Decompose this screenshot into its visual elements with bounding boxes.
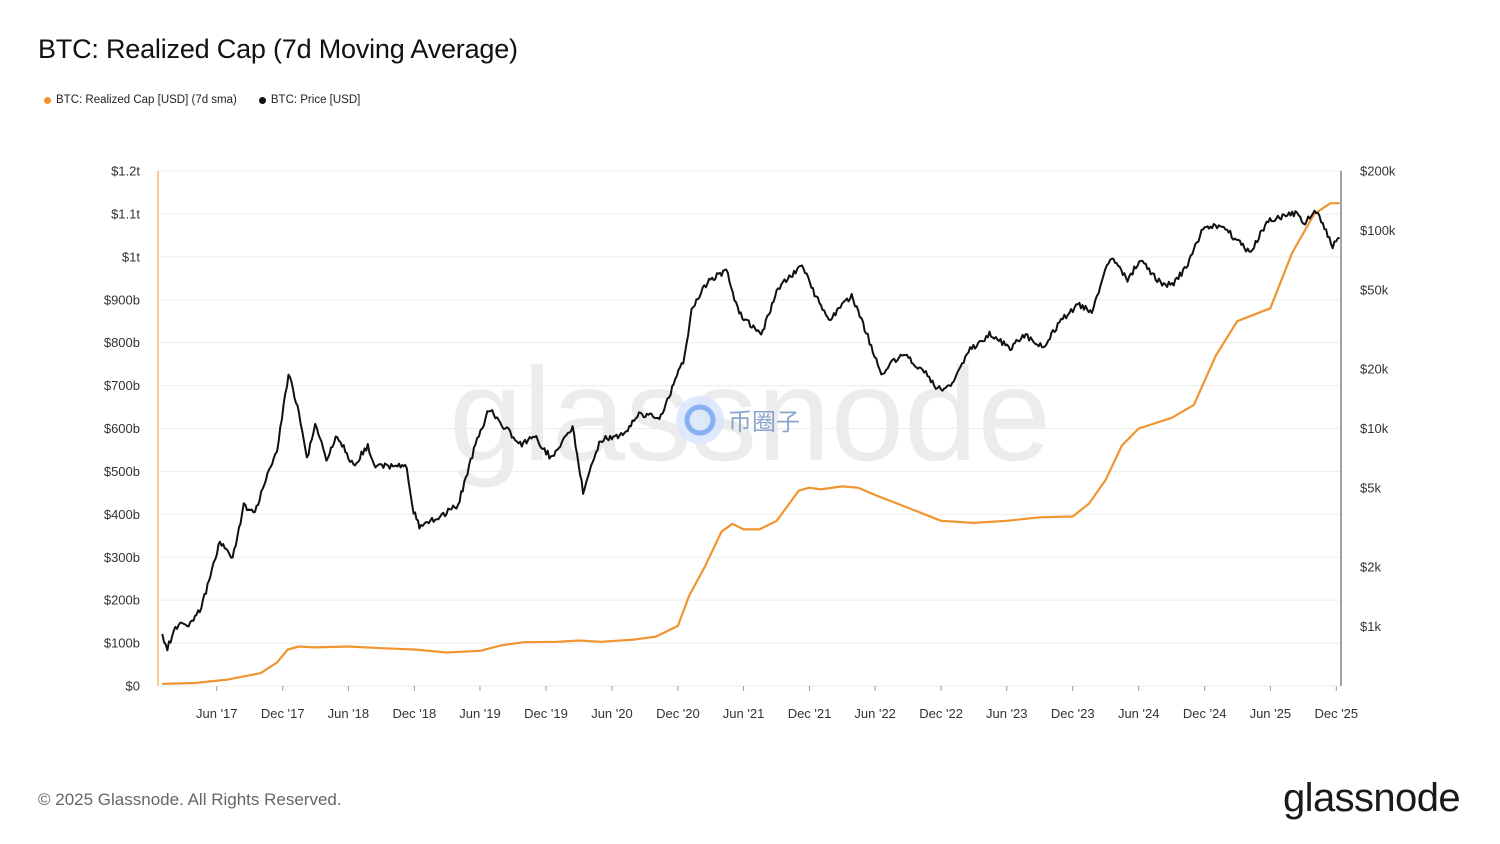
legend-label-price: BTC: Price [USD] [270,94,361,106]
legend-item-price[interactable]: BTC: Price [USD] [258,94,361,106]
x-tick-label: Jun '20 [591,706,633,721]
y-left-tick-label: $1.2t [111,164,140,179]
y-right-tick-label: $2k [1360,559,1381,574]
series-lines [161,202,1340,685]
y-left-tick-label: $900b [104,292,140,307]
y-right-tick-label: $200k [1360,164,1396,179]
y-left-ticks: $0 $100b $200b $300b $400b $500b $600b $700b $80… [104,164,141,694]
copyright-footer: © 2025 Glassnode. All Rights Reserved. [38,790,342,809]
y-left-tick-label: $1t [122,249,140,264]
y-right-tick-label: $5k [1360,481,1381,496]
y-left-tick-label: $800b [104,335,140,350]
y-right-tick-label: $20k [1360,361,1389,376]
x-tick-label: Dec '19 [524,706,568,721]
x-tick-label: Dec '23 [1051,706,1095,721]
y-left-tick-label: $200b [104,593,140,608]
legend: BTC: Realized Cap [USD] (7d sma) BTC: Pr… [44,94,360,106]
x-tick-label: Dec '22 [919,706,963,721]
x-tick-label: Dec '25 [1314,706,1358,721]
x-tick-label: Jun '24 [1118,706,1160,721]
y-left-tick-label: $700b [104,378,140,393]
grid-lines [157,170,1342,687]
x-tick-label: Dec '21 [788,706,832,721]
y-right-tick-label: $50k [1360,283,1389,298]
y-left-tick-label: $500b [104,464,140,479]
x-tick-label: Jun '22 [854,706,896,721]
x-tick-label: Dec '24 [1183,706,1227,721]
chart-title: BTC: Realized Cap (7d Moving Average) [38,34,518,64]
legend-label-realized-cap: BTC: Realized Cap [USD] (7d sma) [56,94,237,106]
x-tick-label: Jun '18 [328,706,370,721]
x-tick-label: Dec '18 [393,706,437,721]
y-right-tick-label: $10k [1360,421,1389,436]
y-left-tick-label: $1.1t [111,206,140,221]
legend-dot-price [258,96,266,104]
y-left-tick-label: $300b [104,550,140,565]
watermark-badge-icon [676,396,724,444]
legend-dot-realized-cap [44,96,51,104]
x-tick-label: Jun '19 [459,706,501,721]
watermark-text: glassnode [449,341,1051,488]
series-line-price[interactable] [161,209,1340,652]
watermark-badge-text: 币圈子 [728,408,800,436]
x-tick-label: Dec '20 [656,706,700,721]
y-right-tick-label: $1k [1360,619,1381,634]
x-tick-label: Jun '23 [986,706,1028,721]
watermark-badge: 币圈子 [676,396,800,444]
y-right-ticks: $1k $2k $5k $10k $20k $50k $100k $200k [1360,164,1396,634]
y-left-tick-label: $0 [126,679,140,694]
x-tick-label: Jun '25 [1250,706,1292,721]
x-tick-label: Jun '21 [723,706,765,721]
y-left-tick-label: $400b [104,507,140,522]
glassnode-logo: glassnode [1283,776,1461,820]
y-left-tick-label: $100b [104,636,140,651]
x-tick-label: Jun '17 [196,706,238,721]
x-tick-label: Dec '17 [261,706,305,721]
legend-item-realized-cap[interactable]: BTC: Realized Cap [USD] (7d sma) [44,94,237,106]
x-ticks: Jun '17 Dec '17 Jun '18 Dec '18 Jun '19 Dec '… [196,686,1358,721]
series-line-realized-cap[interactable] [162,202,1340,685]
y-right-tick-label: $100k [1360,223,1396,238]
y-left-tick-label: $600b [104,421,140,436]
